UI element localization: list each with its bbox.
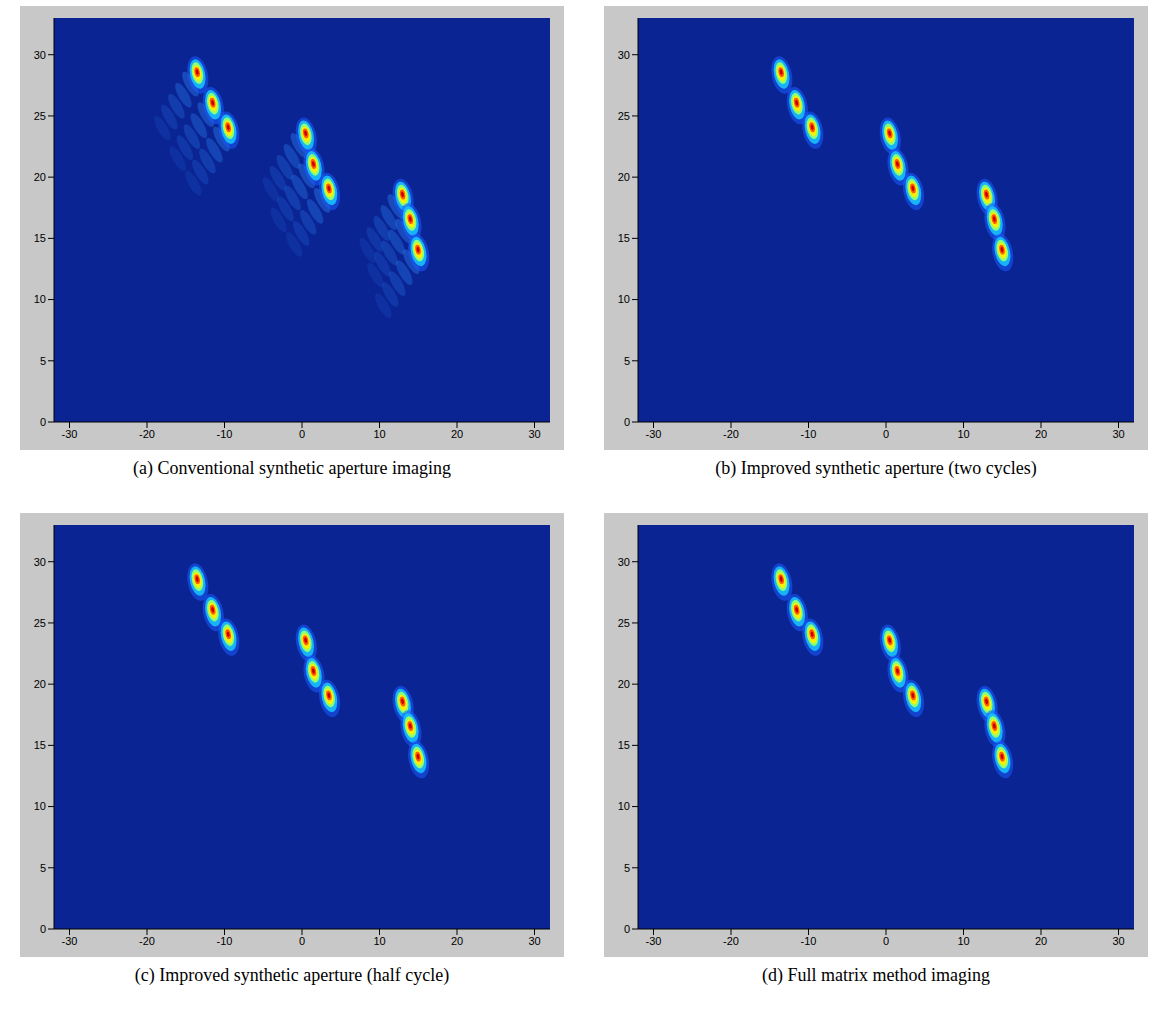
svg-text:30: 30 bbox=[34, 556, 46, 568]
svg-text:-10: -10 bbox=[801, 935, 817, 947]
svg-text:10: 10 bbox=[957, 428, 969, 440]
svg-text:30: 30 bbox=[1112, 935, 1124, 947]
svg-text:10: 10 bbox=[34, 293, 46, 305]
svg-text:15: 15 bbox=[618, 739, 630, 751]
html-text:(d) Full matrix method imaging: (d) Full matrix method imaging bbox=[762, 965, 990, 985]
svg-text:20: 20 bbox=[451, 935, 463, 947]
svg-text:-10: -10 bbox=[217, 428, 233, 440]
svg-text:30: 30 bbox=[528, 935, 540, 947]
html-text:(b) Improved synthetic apertur: (b) Improved synthetic aperture (two cyc… bbox=[715, 458, 1037, 478]
svg-text:-10: -10 bbox=[801, 428, 817, 440]
svg-text:30: 30 bbox=[618, 49, 630, 61]
svg-text:10: 10 bbox=[34, 800, 46, 812]
svg-text:-30: -30 bbox=[62, 428, 78, 440]
html-text:(a) Conventional synthetic ape: (a) Conventional synthetic aperture imag… bbox=[133, 458, 451, 478]
svg-text:10: 10 bbox=[618, 800, 630, 812]
svg-text:0: 0 bbox=[883, 935, 889, 947]
svg-text:30: 30 bbox=[34, 49, 46, 61]
svg-text:10: 10 bbox=[618, 293, 630, 305]
html-text:(c) Improved synthetic apertur: (c) Improved synthetic aperture (half cy… bbox=[134, 965, 450, 985]
svg-text:15: 15 bbox=[34, 739, 46, 751]
svg-text:-10: -10 bbox=[217, 935, 233, 947]
svg-text:10: 10 bbox=[373, 428, 385, 440]
svg-text:-20: -20 bbox=[723, 428, 739, 440]
svg-text:30: 30 bbox=[528, 428, 540, 440]
svg-text:0: 0 bbox=[299, 428, 305, 440]
svg-text:0: 0 bbox=[883, 428, 889, 440]
svg-text:20: 20 bbox=[34, 678, 46, 690]
svg-text:0: 0 bbox=[299, 935, 305, 947]
svg-text:5: 5 bbox=[40, 355, 46, 367]
svg-text:20: 20 bbox=[1035, 428, 1047, 440]
svg-text:25: 25 bbox=[34, 110, 46, 122]
svg-text:10: 10 bbox=[373, 935, 385, 947]
svg-text:-20: -20 bbox=[723, 935, 739, 947]
svg-text:30: 30 bbox=[618, 556, 630, 568]
svg-text:25: 25 bbox=[618, 617, 630, 629]
svg-text:0: 0 bbox=[40, 923, 46, 935]
svg-text:-30: -30 bbox=[646, 935, 662, 947]
svg-text:5: 5 bbox=[624, 862, 630, 874]
svg-text:-30: -30 bbox=[62, 935, 78, 947]
svg-text:15: 15 bbox=[34, 232, 46, 244]
svg-text:20: 20 bbox=[618, 678, 630, 690]
svg-text:0: 0 bbox=[624, 923, 630, 935]
svg-text:0: 0 bbox=[40, 416, 46, 428]
svg-text:5: 5 bbox=[40, 862, 46, 874]
svg-text:25: 25 bbox=[34, 617, 46, 629]
svg-text:30: 30 bbox=[1112, 428, 1124, 440]
svg-text:20: 20 bbox=[618, 171, 630, 183]
svg-text:-30: -30 bbox=[646, 428, 662, 440]
svg-text:-20: -20 bbox=[139, 428, 155, 440]
svg-text:5: 5 bbox=[624, 355, 630, 367]
svg-text:20: 20 bbox=[34, 171, 46, 183]
svg-text:0: 0 bbox=[624, 416, 630, 428]
svg-text:25: 25 bbox=[618, 110, 630, 122]
svg-text:10: 10 bbox=[957, 935, 969, 947]
svg-text:20: 20 bbox=[1035, 935, 1047, 947]
svg-text:15: 15 bbox=[618, 232, 630, 244]
svg-text:-20: -20 bbox=[139, 935, 155, 947]
svg-text:20: 20 bbox=[451, 428, 463, 440]
